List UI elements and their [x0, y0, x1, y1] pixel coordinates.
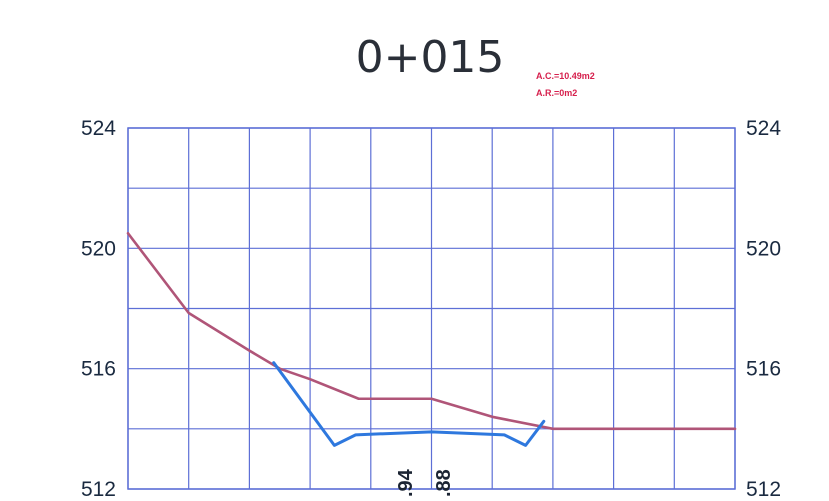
bottom-rotated-label: .88 — [433, 469, 455, 497]
y-tick-label-left: 520 — [81, 237, 116, 260]
y-tick-label-left: 524 — [81, 117, 116, 140]
plot-frame — [127, 127, 736, 490]
y-tick-label-right: 524 — [746, 117, 781, 140]
y-tick-label-right: 516 — [746, 358, 781, 381]
ground-profile-line — [126, 231, 737, 431]
y-tick-label-right: 512 — [746, 478, 781, 501]
area-fill-note: A.R.=0m2 — [536, 88, 577, 98]
y-tick-label-right: 520 — [746, 237, 781, 260]
y-tick-label-left: 512 — [81, 478, 116, 501]
bottom-rotated-label: .94 — [395, 468, 417, 497]
y-tick-label-left: 516 — [81, 358, 116, 381]
design-section-line — [272, 361, 546, 447]
series-lines — [126, 231, 737, 447]
bottom-labels: .94 .88 — [395, 468, 455, 497]
grid-lines — [127, 127, 736, 490]
tick-labels: 524 520 516 512 524 520 516 512 — [81, 117, 781, 501]
chart-title: 0+015 — [356, 32, 505, 83]
area-cut-note: A.C.=10.49m2 — [536, 71, 595, 81]
